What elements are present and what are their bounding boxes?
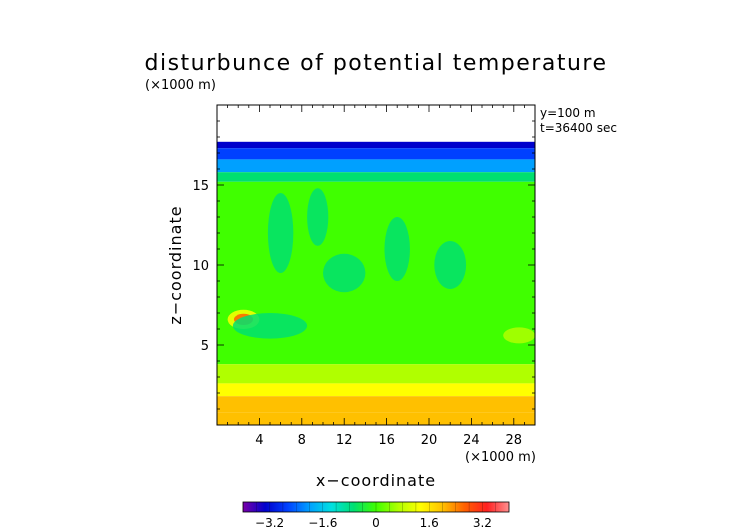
anomaly-8 <box>503 327 535 344</box>
x-tick-label: 28 <box>506 433 523 448</box>
band-2 <box>217 148 535 160</box>
band-7 <box>217 383 535 397</box>
z-scale-label: (×1000 m) <box>145 78 216 93</box>
x-tick-label: 16 <box>378 433 395 448</box>
y-tick-label: 15 <box>192 179 209 194</box>
band-8 <box>217 396 535 413</box>
anomaly-4 <box>384 217 410 281</box>
colorbar-tick-label: 0 <box>372 516 380 530</box>
y-axis-label: z−coordinate <box>166 205 185 324</box>
chart-title: disturbunce of potential temperature <box>145 51 608 76</box>
x-tick-label: 4 <box>255 433 263 448</box>
x-scale-label: (×1000 m) <box>465 450 536 465</box>
band-6 <box>217 364 535 384</box>
band-3 <box>217 159 535 173</box>
anomaly-7 <box>307 188 329 246</box>
anomaly-3 <box>323 253 366 293</box>
annotation-t: t=36400 sec <box>540 121 617 135</box>
colorbar-tick-label: −3.2 <box>255 516 284 530</box>
colorbar-tick-label: 1.6 <box>420 516 439 530</box>
y-tick-label: 5 <box>201 339 209 354</box>
anomaly-6 <box>267 193 294 273</box>
anomaly-2 <box>232 313 308 339</box>
anomaly-5 <box>434 241 467 289</box>
heatmap-field <box>217 105 535 425</box>
x-tick-label: 8 <box>298 433 306 448</box>
colorbar-tick-label: 3.2 <box>473 516 492 530</box>
annotation-y: y=100 m <box>540 106 596 120</box>
band-0 <box>217 105 535 142</box>
band-4 <box>217 172 535 182</box>
y-tick-label: 10 <box>192 259 209 274</box>
band-9 <box>217 412 535 425</box>
colorbar-tick-label: −1.6 <box>308 516 337 530</box>
band-1 <box>217 141 535 149</box>
x-tick-label: 24 <box>463 433 480 448</box>
x-tick-label: 12 <box>336 433 353 448</box>
x-tick-label: 20 <box>421 433 438 448</box>
x-axis-label: x−coordinate <box>316 471 436 490</box>
